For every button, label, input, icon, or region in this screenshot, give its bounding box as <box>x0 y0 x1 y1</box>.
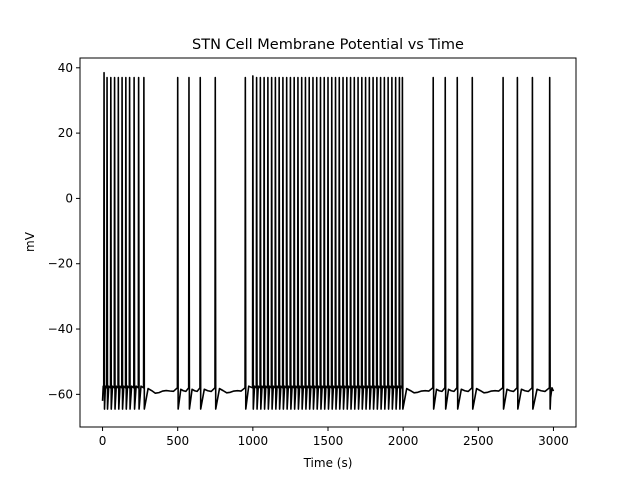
x-tick-label: 500 <box>166 434 189 448</box>
x-tick-label: 1000 <box>238 434 269 448</box>
y-tick-label: −60 <box>48 387 73 401</box>
y-axis-label: mV <box>23 231 37 252</box>
x-tick-label: 0 <box>99 434 107 448</box>
y-tick-label: −20 <box>48 257 73 271</box>
y-tick-label: 40 <box>58 61 73 75</box>
y-tick-label: 20 <box>58 126 73 140</box>
x-tick-label: 3000 <box>538 434 569 448</box>
x-tick-label: 2000 <box>388 434 419 448</box>
plot-area <box>101 71 555 410</box>
x-axis-label: Time (s) <box>303 456 353 470</box>
x-axis: 0 500 1000 1500 2000 2500 3000 <box>99 427 569 448</box>
y-axis: −60 −40 −20 0 20 40 <box>48 61 80 401</box>
membrane-potential-line <box>101 71 555 410</box>
y-tick-label: −40 <box>48 322 73 336</box>
x-tick-label: 1500 <box>313 434 344 448</box>
y-tick-label: 0 <box>65 191 73 205</box>
chart-title: STN Cell Membrane Potential vs Time <box>192 37 464 53</box>
x-tick-label: 2500 <box>463 434 494 448</box>
